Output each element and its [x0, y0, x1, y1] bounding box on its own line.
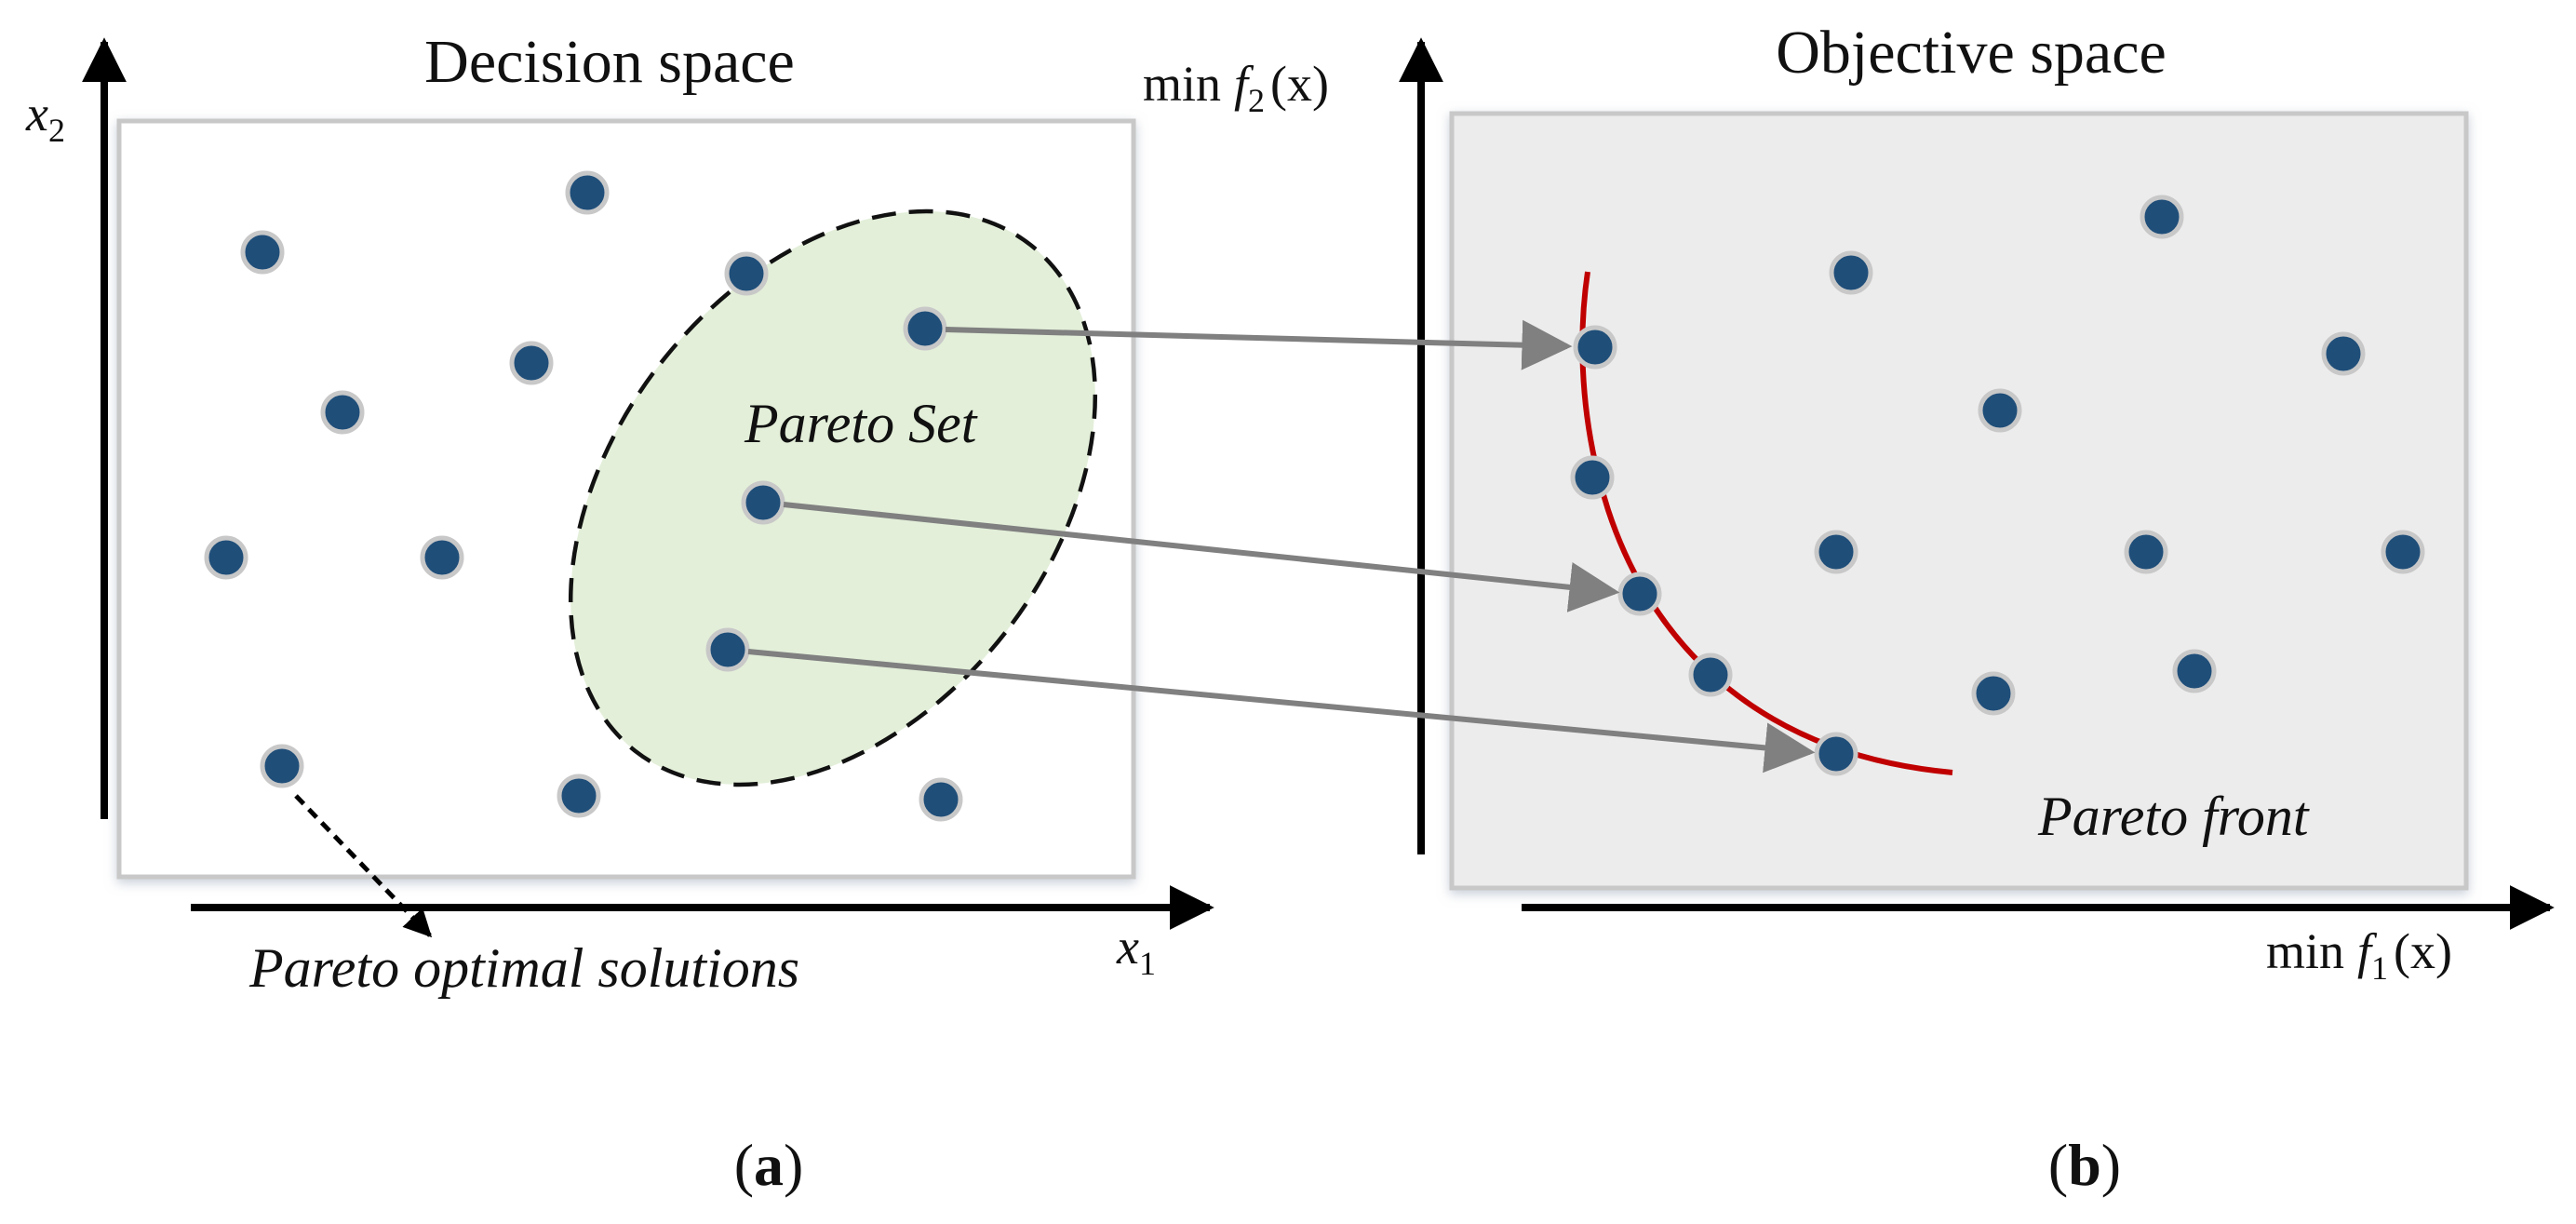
pareto-front-point [1617, 572, 1662, 616]
decision-point [565, 170, 610, 215]
pareto-front-label: Pareto front [2037, 786, 2310, 847]
decision-point [724, 251, 769, 296]
mapping-arrows [747, 319, 1816, 773]
objective-point [2381, 530, 2425, 574]
pareto-front-point [1814, 732, 1858, 776]
objective-space-title: Objective space [1776, 19, 2167, 87]
decision-point [420, 535, 464, 580]
objective-point [1814, 530, 1858, 574]
pareto-front-point [1570, 455, 1615, 500]
objective-point [2172, 649, 2217, 693]
pareto-front-points [1570, 325, 1858, 776]
caption-b: (b) [2048, 1132, 2121, 1198]
pareto-set-point [705, 627, 750, 672]
decision-space-title: Decision space [424, 28, 795, 96]
caption-a: (a) [734, 1132, 804, 1198]
decision-point [557, 773, 601, 818]
decision-point [509, 341, 554, 385]
pareto-set-point [741, 480, 785, 525]
objective-point [2124, 530, 2168, 574]
decision-point [320, 390, 365, 435]
f2-axis-label: min f2 (x) [1143, 56, 1329, 119]
objective-points [1814, 195, 2425, 716]
pareto-optimal-pointer [294, 794, 433, 938]
decision-point [919, 777, 963, 822]
pareto-set-point [903, 306, 947, 351]
pareto-optimal-solutions-label: Pareto optimal solutions [248, 937, 799, 999]
pareto-set-label: Pareto Set [744, 393, 978, 454]
decision-space-panel: Decision space x2 x1 Pareto Set Pareto o… [25, 28, 1214, 1198]
decision-point [240, 230, 285, 275]
objective-point [2321, 331, 2366, 376]
pareto-front-point [1688, 652, 1733, 697]
objective-point [1829, 250, 1873, 295]
mapping-arrow [747, 649, 1816, 773]
objective-point [1978, 388, 2022, 433]
pareto-set-points [705, 306, 947, 672]
decision-point [204, 535, 248, 580]
decision-points [204, 170, 963, 822]
objective-space-box [1449, 111, 2469, 891]
pareto-set-region [568, 208, 1098, 787]
mapping-arrow [783, 502, 1620, 612]
x1-axis-label: x1 [1116, 919, 1156, 982]
pareto-front-point [1573, 325, 1617, 370]
x2-axis-label: x2 [25, 86, 65, 149]
f1-axis-label: min f1 (x) [2266, 923, 2452, 987]
objective-point [2140, 195, 2184, 239]
mapping-arrow [945, 319, 1573, 370]
decision-point [260, 744, 304, 788]
objective-point [1971, 671, 2016, 716]
objective-space-panel: Objective space min f2 (x) min f1 (x) Pareto… [1143, 19, 2555, 1198]
